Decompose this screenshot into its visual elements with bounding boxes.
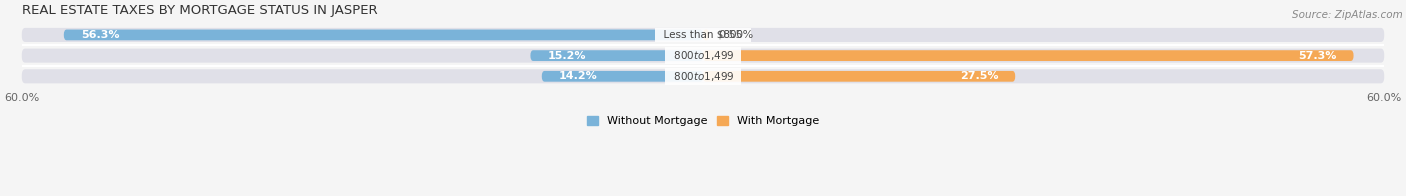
FancyBboxPatch shape <box>530 50 703 61</box>
Text: 15.2%: 15.2% <box>547 51 586 61</box>
Text: $800 to $1,499: $800 to $1,499 <box>666 70 740 83</box>
FancyBboxPatch shape <box>703 30 709 40</box>
FancyBboxPatch shape <box>63 30 703 40</box>
FancyBboxPatch shape <box>21 28 1385 42</box>
Text: 14.2%: 14.2% <box>558 71 598 81</box>
FancyBboxPatch shape <box>21 49 1385 63</box>
Legend: Without Mortgage, With Mortgage: Without Mortgage, With Mortgage <box>582 112 824 131</box>
FancyBboxPatch shape <box>703 50 1354 61</box>
FancyBboxPatch shape <box>703 71 1015 82</box>
Text: 57.3%: 57.3% <box>1298 51 1337 61</box>
Text: 56.3%: 56.3% <box>80 30 120 40</box>
Text: Less than $800: Less than $800 <box>657 30 749 40</box>
Text: Source: ZipAtlas.com: Source: ZipAtlas.com <box>1292 10 1403 20</box>
Text: REAL ESTATE TAXES BY MORTGAGE STATUS IN JASPER: REAL ESTATE TAXES BY MORTGAGE STATUS IN … <box>21 4 377 17</box>
FancyBboxPatch shape <box>541 71 703 82</box>
Text: 27.5%: 27.5% <box>960 71 998 81</box>
FancyBboxPatch shape <box>21 69 1385 83</box>
Text: $800 to $1,499: $800 to $1,499 <box>666 49 740 62</box>
Text: 0.55%: 0.55% <box>718 30 754 40</box>
